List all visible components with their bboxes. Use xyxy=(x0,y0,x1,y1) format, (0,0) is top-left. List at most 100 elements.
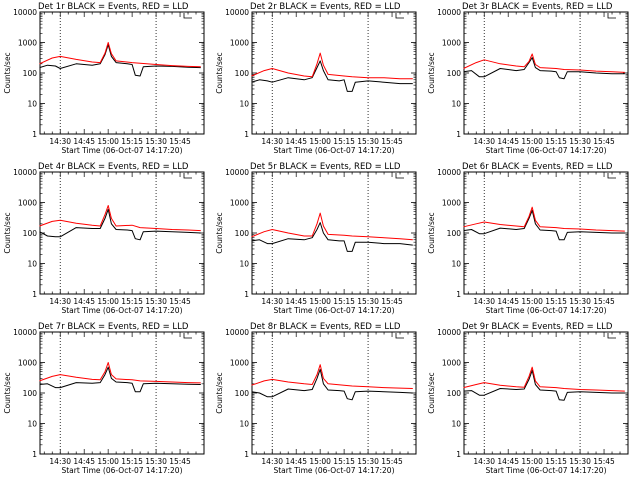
x-tick-label: 15:15 xyxy=(545,137,567,146)
y-tick-label: 1 xyxy=(456,450,461,459)
x-tick-label: 14:45 xyxy=(73,137,95,146)
y-tick-label: 1000 xyxy=(442,39,461,48)
series-line-events xyxy=(251,222,413,252)
panel-title: Det 9r BLACK = Events, RED = LLD xyxy=(462,322,613,332)
x-axis-label: Start Time (06-Oct-07 14:17:20) xyxy=(485,146,606,155)
x-tick-label: 15:15 xyxy=(545,297,567,306)
y-tick-label: 1000 xyxy=(230,199,249,208)
y-tick-label: 1000 xyxy=(230,359,249,368)
panel-title: Det 8r BLACK = Events, RED = LLD xyxy=(250,322,401,332)
panel-det-8: Det 8r BLACK = Events, RED = LLD 1 10 100 10… xyxy=(215,322,417,475)
panel-title: Det 1r BLACK = Events, RED = LLD xyxy=(38,2,189,12)
y-tick-label: 10000 xyxy=(13,328,37,337)
x-tick-label: 15:15 xyxy=(333,297,355,306)
series-line-events xyxy=(39,44,201,77)
panel-title: Det 7r BLACK = Events, RED = LLD xyxy=(38,322,189,332)
x-tick-label: 15:00 xyxy=(97,137,119,146)
x-tick-label: 15:15 xyxy=(545,457,567,466)
x-tick-label: 14:45 xyxy=(73,297,95,306)
x-axis-label: Start Time (06-Oct-07 14:17:20) xyxy=(273,146,394,155)
panel-det-6: Det 6r BLACK = Events, RED = LLD 1 10 100 10… xyxy=(427,162,629,315)
x-axis-label: Start Time (06-Oct-07 14:17:20) xyxy=(61,306,182,315)
x-tick-label: 14:45 xyxy=(497,137,519,146)
y-tick-label: 100 xyxy=(235,229,250,238)
x-tick-label: 14:30 xyxy=(261,137,283,146)
panel-det-9: Det 9r BLACK = Events, RED = LLD 1 10 100 10… xyxy=(427,322,629,475)
x-tick-label: 15:30 xyxy=(569,457,591,466)
y-tick-label: 10000 xyxy=(13,8,37,17)
y-tick-label: 1 xyxy=(32,450,37,459)
series-line-events xyxy=(251,60,413,92)
series-line-events xyxy=(39,208,201,241)
y-tick-label: 10000 xyxy=(225,8,249,17)
y-tick-label: 1000 xyxy=(18,359,37,368)
x-tick-label: 15:30 xyxy=(569,297,591,306)
series-line-events xyxy=(463,209,625,241)
x-tick-label: 15:45 xyxy=(169,137,191,146)
y-tick-label: 10 xyxy=(239,420,249,429)
y-axis-label: Counts/sec xyxy=(215,52,224,93)
x-tick-label: 14:45 xyxy=(73,457,95,466)
corner-marker xyxy=(395,333,404,339)
x-tick-label: 15:15 xyxy=(121,297,143,306)
panel-det-1: Det 1r BLACK = Events, RED = LLD 1 10 100 10… xyxy=(3,2,205,155)
series-line-events xyxy=(251,368,413,401)
x-tick-label: 14:30 xyxy=(473,457,495,466)
x-tick-label: 14:30 xyxy=(261,297,283,306)
x-tick-label: 15:45 xyxy=(381,457,403,466)
y-tick-label: 10000 xyxy=(225,328,249,337)
y-tick-label: 100 xyxy=(235,389,250,398)
y-axis-label: Counts/sec xyxy=(215,372,224,413)
x-tick-label: 15:00 xyxy=(309,137,331,146)
panel-title: Det 4r BLACK = Events, RED = LLD xyxy=(38,162,189,172)
y-tick-label: 100 xyxy=(447,229,462,238)
series-line-events xyxy=(463,57,625,80)
series-line-lld xyxy=(463,366,625,392)
x-tick-label: 15:45 xyxy=(381,297,403,306)
x-tick-label: 15:45 xyxy=(381,137,403,146)
x-tick-label: 14:45 xyxy=(497,457,519,466)
x-tick-label: 15:00 xyxy=(97,457,119,466)
x-tick-label: 15:00 xyxy=(521,297,543,306)
y-tick-label: 1000 xyxy=(442,359,461,368)
x-tick-label: 15:30 xyxy=(357,137,379,146)
x-tick-label: 14:45 xyxy=(285,297,307,306)
y-axis-label: Counts/sec xyxy=(427,372,436,413)
corner-marker xyxy=(183,333,192,339)
x-tick-label: 15:45 xyxy=(593,297,615,306)
plot-frame xyxy=(251,11,417,135)
x-tick-label: 15:30 xyxy=(357,457,379,466)
x-tick-label: 15:45 xyxy=(169,457,191,466)
corner-marker xyxy=(183,173,192,179)
x-tick-label: 15:45 xyxy=(593,457,615,466)
y-tick-label: 100 xyxy=(23,69,38,78)
plot-frame xyxy=(39,331,205,455)
x-tick-label: 15:30 xyxy=(145,457,167,466)
panel-det-5: Det 5r BLACK = Events, RED = LLD 1 10 100 10… xyxy=(215,162,417,315)
x-tick-label: 14:30 xyxy=(473,297,495,306)
x-axis-label: Start Time (06-Oct-07 14:17:20) xyxy=(61,146,182,155)
series-line-lld xyxy=(463,53,625,73)
panel-title: Det 5r BLACK = Events, RED = LLD xyxy=(250,162,401,172)
y-tick-label: 10 xyxy=(451,260,461,269)
series-line-events xyxy=(39,366,201,393)
series-line-lld xyxy=(39,362,201,384)
y-tick-label: 10 xyxy=(27,420,37,429)
plot-frame xyxy=(251,331,417,455)
y-tick-label: 1 xyxy=(456,130,461,139)
y-tick-label: 10 xyxy=(27,100,37,109)
y-tick-label: 100 xyxy=(23,229,38,238)
series-line-lld xyxy=(39,42,201,68)
corner-marker xyxy=(607,333,616,339)
x-tick-label: 14:45 xyxy=(285,457,307,466)
series-line-lld xyxy=(251,364,413,389)
y-tick-label: 1000 xyxy=(18,199,37,208)
panel-det-4: Det 4r BLACK = Events, RED = LLD 1 10 100 10… xyxy=(3,162,205,315)
plot-frame xyxy=(39,171,205,295)
x-axis-label: Start Time (06-Oct-07 14:17:20) xyxy=(273,306,394,315)
y-tick-label: 100 xyxy=(447,389,462,398)
y-tick-label: 10 xyxy=(451,420,461,429)
y-tick-label: 10000 xyxy=(437,328,461,337)
x-tick-label: 15:15 xyxy=(121,137,143,146)
x-tick-label: 15:30 xyxy=(145,297,167,306)
